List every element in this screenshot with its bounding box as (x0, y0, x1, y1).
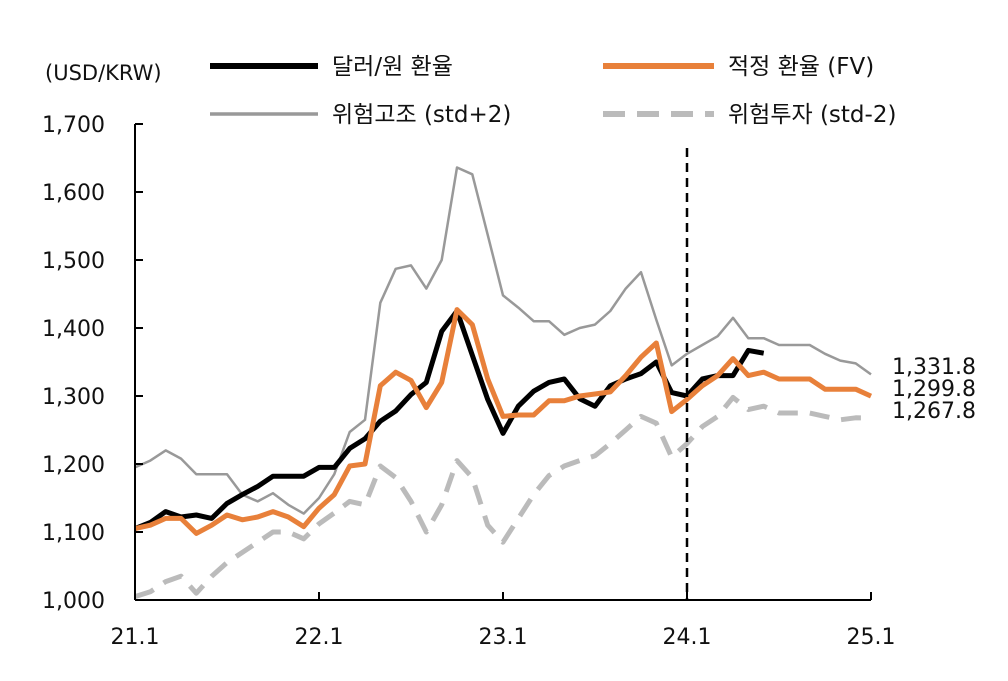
x-tick-label: 21.1 (111, 625, 160, 650)
y-unit-label: (USD/KRW) (45, 61, 162, 85)
labels-layer: 1,000 1,100 1,200 1,300 1,400 1,500 1,600 1,700… (42, 113, 976, 650)
y-tick-label: 1,700 (42, 113, 105, 138)
end-value-label: 1,331.8 (892, 355, 976, 380)
series-line-2 (134, 166, 872, 515)
end-value-label: 1,299.8 (892, 377, 976, 402)
series-line-3 (134, 394, 872, 599)
series-layer (134, 166, 873, 599)
y-tick-label: 1,300 (42, 385, 105, 410)
series-line-0 (134, 308, 765, 531)
legend: 달러/원 환율 적정 환율 (FV) 위험고조 (std+2) 위험투자 (std-2… (210, 54, 896, 128)
legend-label: 위험고조 (std+2) (332, 102, 511, 128)
y-tick-label: 1,500 (42, 249, 105, 274)
legend-label: 달러/원 환율 (332, 54, 453, 80)
y-tick-label: 1,400 (42, 317, 105, 342)
y-tick-label: 1,600 (42, 181, 105, 206)
x-tick-label: 24.1 (663, 625, 712, 650)
axes-layer (134, 123, 872, 601)
legend-label: 적정 환율 (FV) (728, 54, 874, 80)
y-tick-label: 1,000 (42, 589, 105, 614)
x-tick-label: 23.1 (479, 625, 528, 650)
y-tick-label: 1,200 (42, 453, 105, 478)
legend-label: 위험투자 (std-2) (728, 102, 896, 128)
x-tick-label: 22.1 (295, 625, 344, 650)
x-tick-label: 25.1 (847, 625, 896, 650)
y-tick-label: 1,100 (42, 521, 105, 546)
end-value-label: 1,267.8 (892, 399, 976, 424)
series-line-1 (134, 307, 873, 536)
